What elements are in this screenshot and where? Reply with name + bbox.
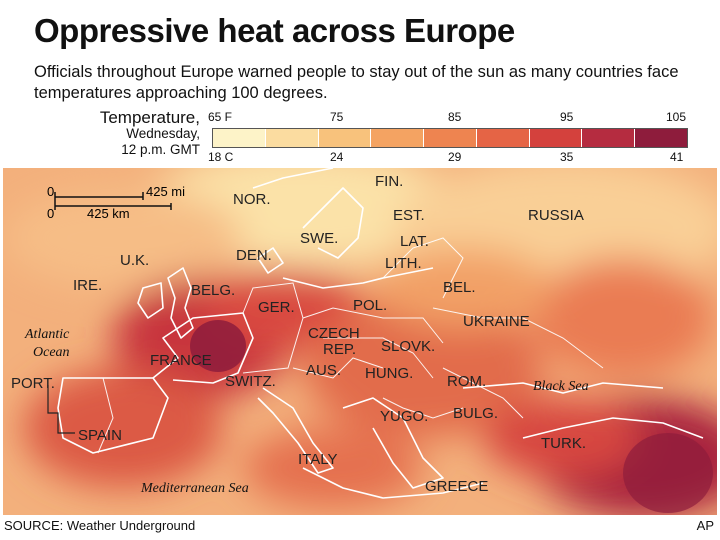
legend-color-swatch bbox=[475, 129, 529, 147]
hotspot-turkey bbox=[623, 433, 713, 513]
label-den: DEN. bbox=[236, 247, 272, 264]
label-ire: IRE. bbox=[73, 277, 102, 294]
label-czech-2: REP. bbox=[323, 341, 356, 358]
label-hung: HUNG. bbox=[365, 365, 413, 382]
scale-bar-top-left: 0 bbox=[47, 184, 54, 199]
fahrenheit-tick: 75 bbox=[330, 110, 344, 124]
label-france: FRANCE bbox=[150, 352, 212, 369]
portugal-leader-line bbox=[47, 385, 75, 434]
legend-label-line3: 12 p.m. GMT bbox=[121, 142, 200, 157]
legend-label-line2: Wednesday, bbox=[126, 126, 200, 141]
label-russia: RUSSIA bbox=[528, 207, 584, 224]
label-lith: LITH. bbox=[385, 255, 422, 272]
legend-color-swatch bbox=[581, 129, 635, 147]
legend-color-swatch bbox=[317, 129, 371, 147]
label-pol: POL. bbox=[353, 297, 387, 314]
map-subtitle: Officials throughout Europe warned peopl… bbox=[34, 63, 679, 102]
legend-color-swatch bbox=[370, 129, 424, 147]
label-switz: SWITZ. bbox=[225, 373, 276, 390]
label-port: PORT. bbox=[11, 375, 55, 392]
hotspot-france bbox=[190, 320, 246, 372]
label-black-sea: Black Sea bbox=[533, 379, 589, 394]
label-lat: LAT. bbox=[400, 233, 429, 250]
legend-color-swatch bbox=[264, 129, 318, 147]
source-credit: SOURCE: Weather Underground bbox=[4, 518, 196, 533]
celsius-tick: 18 C bbox=[208, 150, 234, 164]
label-ger: GER. bbox=[258, 299, 295, 316]
label-swe: SWE. bbox=[300, 230, 338, 247]
label-yugo: YUGO. bbox=[380, 408, 428, 425]
celsius-tick: 41 bbox=[670, 150, 684, 164]
legend-label-line1: Temperature, bbox=[99, 108, 200, 127]
label-rom: ROM. bbox=[447, 373, 486, 390]
label-belg: BELG. bbox=[191, 282, 235, 299]
agency-credit: AP bbox=[696, 518, 714, 533]
country-labels: FIN. NOR. RUSSIA EST. SWE. LAT. DEN. LIT… bbox=[11, 173, 586, 495]
temperature-color-bar bbox=[212, 128, 688, 148]
legend-label: Temperature, Wednesday, 12 p.m. GMT bbox=[40, 108, 200, 158]
label-bel: BEL. bbox=[443, 279, 476, 296]
legend-color-swatch bbox=[423, 129, 476, 147]
label-italy: ITALY bbox=[298, 451, 337, 468]
scale-bar: 0 425 mi 0 425 km bbox=[47, 184, 185, 221]
celsius-tick: 24 bbox=[330, 150, 344, 164]
label-czech-1: CZECH bbox=[308, 325, 360, 342]
label-slovk: SLOVK. bbox=[381, 338, 435, 355]
scale-bar-top-right: 425 mi bbox=[146, 184, 185, 199]
fahrenheit-tick: 95 bbox=[560, 110, 574, 124]
legend-color-swatch bbox=[528, 129, 582, 147]
label-mediterranean: Mediterranean Sea bbox=[140, 481, 249, 496]
fahrenheit-tick: 105 bbox=[666, 110, 687, 124]
label-ukraine: UKRAINE bbox=[463, 313, 530, 330]
label-turk: TURK. bbox=[541, 435, 586, 452]
legend-color-swatch bbox=[213, 129, 265, 147]
label-atlantic-2: Ocean bbox=[33, 345, 70, 360]
label-aus: AUS. bbox=[306, 362, 341, 379]
sea-labels: Atlantic Ocean Black Sea Mediterranean S… bbox=[24, 327, 589, 496]
label-spain: SPAIN bbox=[78, 427, 122, 444]
celsius-tick: 29 bbox=[448, 150, 462, 164]
label-nor: NOR. bbox=[233, 191, 271, 208]
legend-color-swatch bbox=[634, 129, 688, 147]
fahrenheit-tick: 85 bbox=[448, 110, 462, 124]
label-fin: FIN. bbox=[375, 173, 403, 190]
map-title: Oppressive heat across Europe bbox=[34, 12, 515, 49]
europe-heat-map: 0 425 mi 0 425 km FIN. NOR. RUSSIA EST. … bbox=[3, 168, 717, 515]
heat-field bbox=[3, 168, 717, 515]
scale-bar-bottom-right: 425 km bbox=[87, 206, 130, 221]
label-bulg: BULG. bbox=[453, 405, 498, 422]
label-greece: GREECE bbox=[425, 478, 488, 495]
scale-bar-bottom-left: 0 bbox=[47, 206, 54, 221]
fahrenheit-tick: 65 F bbox=[208, 110, 233, 124]
celsius-tick: 35 bbox=[560, 150, 574, 164]
borders bbox=[97, 237, 604, 454]
label-est: EST. bbox=[393, 207, 425, 224]
label-uk: U.K. bbox=[120, 252, 149, 269]
label-atlantic-1: Atlantic bbox=[24, 327, 70, 342]
